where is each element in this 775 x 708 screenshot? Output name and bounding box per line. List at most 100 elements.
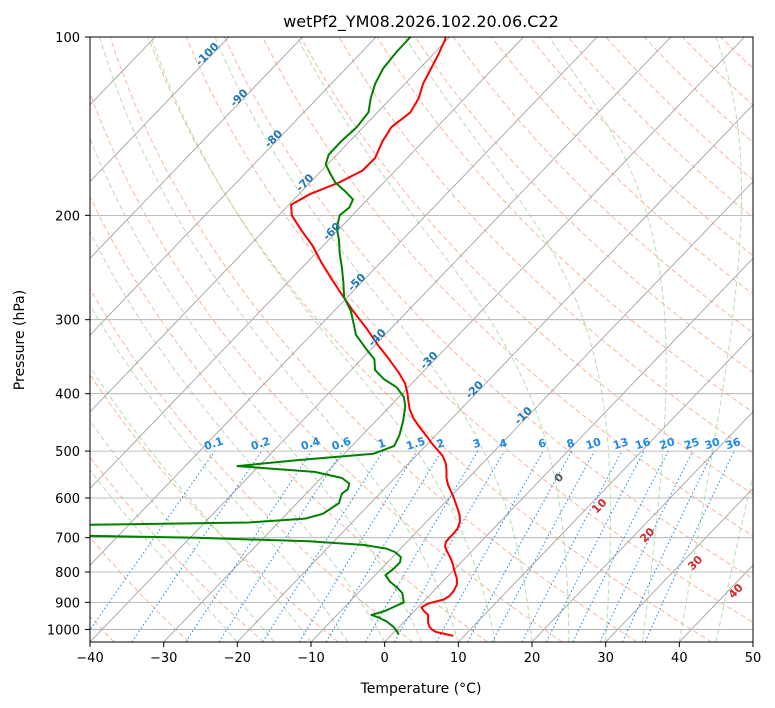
dry-adiabat-line [759,37,775,642]
isotherm-line [90,37,451,413]
isotherm-line [310,181,753,642]
dry-adiabat-line [147,37,712,642]
moist-adiabat-line [548,37,667,642]
y-tick-label: 500 [55,445,80,460]
mixing-ratio-label: 8 [565,436,576,451]
x-tick-label: 0 [381,651,389,666]
isotherm-line [752,641,753,642]
temperature-profile-line [290,37,461,637]
y-tick-label: 900 [55,596,80,611]
mixing-ratio-label: 6 [537,436,549,451]
x-tick-label: 20 [524,651,541,666]
mixing-ratio-label: 0.1 [202,435,225,453]
x-tick-label: −40 [76,651,103,666]
x-tick-label: −10 [297,651,324,666]
mixing-ratio-line [185,450,313,642]
dry-adiabat-line [90,195,488,642]
dry-adiabat-line [452,37,753,334]
y-tick-label: 300 [55,314,80,329]
dry-adiabat-line [376,37,753,413]
isotherm-line [384,257,753,642]
mixing-ratio-label: 25 [683,435,702,452]
mixing-ratio-line [218,450,343,642]
dry-adiabat-line [224,37,753,580]
y-axis-label: Pressure (hPa) [12,290,28,390]
x-tick-label: 50 [745,651,762,666]
dry-adiabat-line [338,37,753,454]
mixing-ratio-label: 1 [376,436,387,451]
mixing-ratio-line [298,450,418,642]
isotherm-line [605,487,753,642]
plot-frame [89,36,754,643]
mixing-ratio-line [467,450,573,642]
x-axis-label: Temperature (°C) [360,681,482,697]
moist-adiabat-line [90,365,312,642]
x-axis: −40 −30 −20 −10 0 10 20 30 40 50 [76,642,761,666]
y-tick-label: 200 [55,209,80,224]
mixing-ratio-label: 30 [703,435,722,452]
mixing-ratio-label: 3 [471,436,482,451]
moist-adiabat-line [678,37,742,642]
mixing-ratio-label: 10 [584,435,603,452]
profile-series [90,37,461,637]
moist-adiabat-line [715,473,753,642]
dry-adiabat-line [90,456,264,642]
isotherm-line [90,37,377,336]
x-tick-label: 30 [597,651,614,666]
isotherm-line [90,37,672,642]
dry-adiabat-line [90,536,190,642]
isotherm-line [0,37,8,642]
moist-adiabat-line [150,37,496,642]
dry-adiabat-line [185,37,753,623]
mixing-ratio-line [131,450,263,642]
y-tick-label: 600 [55,492,80,507]
mixing-ratio-line [545,450,645,642]
mixing-ratio-label: 16 [634,435,653,452]
x-tick-label: −20 [224,651,251,666]
moist-adiabat-line [214,37,533,642]
mixing-ratio-line [90,450,216,631]
x-tick-label: −30 [150,651,177,666]
y-tick-label: 700 [55,532,80,547]
isotherm-line [163,37,745,642]
mixing-ratio-label: 36 [724,435,743,452]
isotherm-line [458,334,753,642]
mixing-ratio-line [325,450,443,642]
mixing-ratio-label: 4 [498,436,510,451]
mixing-ratio-label: 0.4 [299,434,322,452]
moist-adiabat-line [90,419,275,642]
plot-background [90,37,753,642]
mixing-ratio-label: 0.6 [330,434,353,452]
y-tick-label: 400 [55,388,80,403]
isotherm-line [90,37,230,183]
mixing-ratio-label: 13 [611,435,630,452]
mixing-ratio-label: 20 [658,435,677,452]
chart-title: wetPf2_YM08.2026.102.20.06.C22 [283,12,559,32]
y-tick-label: 1000 [47,623,80,638]
y-tick-label: 100 [55,31,80,46]
moist-adiabat-line [404,37,611,642]
moist-adiabat-line [90,304,349,642]
x-tick-label: 40 [671,651,688,666]
mixing-ratio-line [491,450,595,642]
mixing-ratio-label: 1.5 [404,435,427,453]
moist-adiabat-line [90,469,238,642]
mixing-ratio-line [262,450,384,642]
dry-adiabat-line [109,37,638,642]
mixing-ratio-line [572,450,669,642]
isotherm-line [90,37,524,490]
isotherm-line [237,104,753,642]
moist-adiabat-line [90,230,386,642]
mixing-ratio-label: 0.2 [249,435,272,453]
isotherm-line [90,37,598,566]
isotherm-line [531,411,753,642]
y-tick-label: 800 [55,566,80,581]
mixing-ratio-line [435,450,544,642]
mixing-ratio-label: 2 [435,436,446,451]
dewpoint-profile-line [90,37,412,636]
x-tick-label: 10 [450,651,467,666]
moist-adiabat-line [296,37,570,642]
dry-adiabat-line [90,91,563,642]
y-axis: 100 200 300 400 500 600 700 800 900 1000 [47,31,90,638]
